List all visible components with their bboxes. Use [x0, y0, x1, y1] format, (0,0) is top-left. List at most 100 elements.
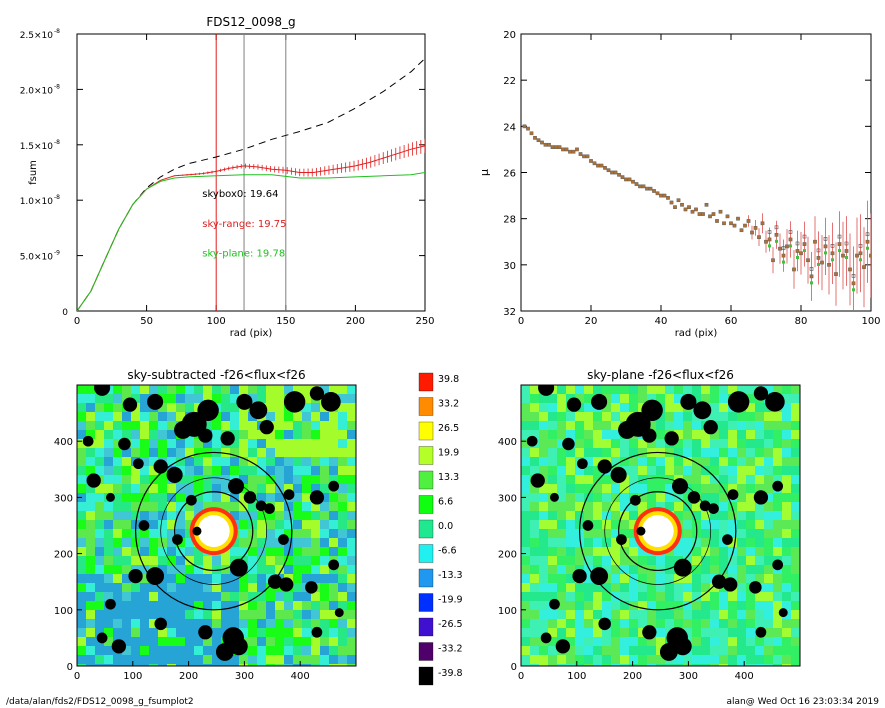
image-pixel-block: [212, 430, 221, 439]
data-point: [781, 253, 786, 258]
data-point: [613, 170, 618, 175]
image-pixel-block: [737, 655, 746, 664]
image-pixel-block: [773, 547, 782, 556]
image-pixel-block: [575, 484, 584, 493]
plot-frame: [76, 33, 426, 312]
image-pixel-block: [185, 619, 194, 628]
data-point: [851, 281, 856, 286]
image-pixel-block: [575, 592, 584, 601]
image-pixel-block: [338, 430, 347, 439]
image-pixel-block: [320, 466, 329, 475]
image-pixel-block: [95, 493, 104, 502]
star-mask: [610, 466, 627, 483]
image-pixel-block: [338, 538, 347, 547]
image-pixel-block: [530, 565, 539, 574]
image-pixel-block: [611, 502, 620, 511]
image-pixel-block: [629, 592, 638, 601]
image-pixel-block: [122, 619, 131, 628]
image-pixel-block: [275, 421, 284, 430]
image-pixel-block: [548, 457, 557, 466]
star-mask: [309, 386, 325, 401]
image-pixel-block: [248, 601, 257, 610]
image-pixel-block: [683, 421, 692, 430]
image-pixel-block: [611, 637, 620, 646]
image-pixel-block: [638, 646, 647, 655]
image-pixel-block: [629, 619, 638, 628]
image-pixel-block: [548, 448, 557, 457]
image-pixel-block: [203, 556, 212, 565]
image-pixel-block: [302, 520, 311, 529]
image-pixel-block: [602, 439, 611, 448]
image-pixel-block: [755, 655, 764, 664]
image-pixel-block: [302, 628, 311, 637]
image-pixel-block: [185, 565, 194, 574]
image-pixel-block: [320, 547, 329, 556]
image-pixel-block: [620, 583, 629, 592]
image-pixel-block: [86, 385, 95, 394]
image-pixel-block: [266, 664, 275, 666]
image-pixel-block: [140, 664, 149, 666]
image-pixel-block: [656, 628, 665, 637]
image-pixel-block: [584, 628, 593, 637]
image-pixel-block: [737, 493, 746, 502]
image-pixel-block: [320, 538, 329, 547]
image-pixel-block: [185, 475, 194, 484]
image-pixel-block: [320, 439, 329, 448]
image-pixel-block: [140, 502, 149, 511]
image-pixel-block: [530, 538, 539, 547]
image-pixel-block: [728, 610, 737, 619]
image-pixel-block: [566, 538, 575, 547]
image-pixel-block: [584, 448, 593, 457]
image-pixel-block: [773, 385, 782, 394]
image-pixel-block: [221, 484, 230, 493]
image-pixel-block: [584, 394, 593, 403]
image-pixel-block: [320, 646, 329, 655]
x-tick-label: 200: [346, 316, 365, 327]
image-pixel-block: [791, 583, 800, 592]
image-pixel-block: [329, 610, 338, 619]
image-pixel-block: [320, 637, 329, 646]
image-pixel-block: [755, 664, 764, 666]
image-pixel-block: [122, 412, 131, 421]
image-pixel-block: [566, 574, 575, 583]
image-pixel-block: [548, 637, 557, 646]
image-pixel-block: [293, 565, 302, 574]
image-pixel-block: [773, 601, 782, 610]
image-pixel-block: [239, 655, 248, 664]
image-pixel-block: [764, 520, 773, 529]
annotation-label: skybox0: 19.64: [202, 189, 278, 200]
data-point: [813, 239, 817, 244]
image-pixel-block: [584, 421, 593, 430]
image-pixel-block: [212, 610, 221, 619]
image-pixel-block: [629, 520, 638, 529]
image-pixel-block: [95, 403, 104, 412]
image-pixel-block: [230, 511, 239, 520]
image-pixel-block: [311, 529, 320, 538]
image-pixel-block: [329, 421, 338, 430]
image-pixel-block: [521, 448, 530, 457]
image-pixel-block: [248, 565, 257, 574]
image-pixel-block: [266, 637, 275, 646]
image-pixel-block: [338, 484, 347, 493]
image-pixel-block: [791, 403, 800, 412]
data-point: [725, 214, 730, 219]
image-pixel-block: [719, 421, 728, 430]
image-pixel-block: [275, 493, 284, 502]
image-pixel-block: [701, 394, 710, 403]
image-pixel-block: [773, 664, 782, 666]
image-pixel-block: [248, 646, 257, 655]
image-pixel-block: [104, 502, 113, 511]
image-pixel-block: [194, 457, 203, 466]
image-pixel-block: [665, 385, 674, 394]
image-pixel-block: [557, 511, 566, 520]
image-pixel-block: [566, 466, 575, 475]
image-pixel-block: [194, 601, 203, 610]
image-pixel-block: [620, 385, 629, 394]
image-pixel-block: [338, 511, 347, 520]
image-pixel-block: [782, 493, 791, 502]
image-pixel-block: [764, 484, 773, 493]
image-pixel-block: [665, 493, 674, 502]
image-pixel-block: [710, 556, 719, 565]
image-pixel-block: [791, 484, 800, 493]
image-pixel-block: [167, 403, 176, 412]
